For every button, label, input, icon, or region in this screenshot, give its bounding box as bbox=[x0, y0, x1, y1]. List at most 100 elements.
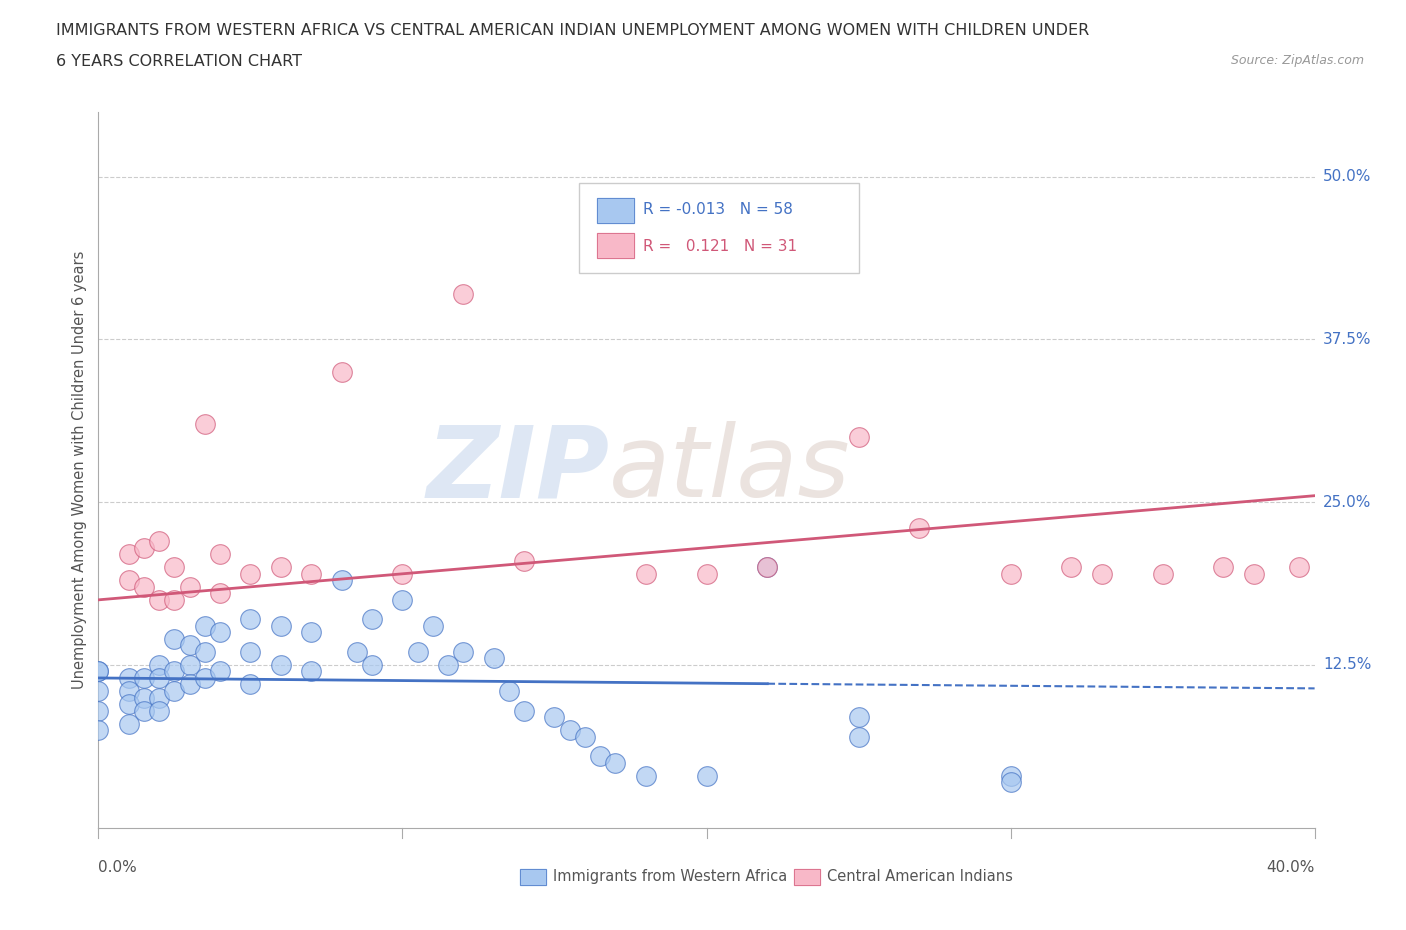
Text: 50.0%: 50.0% bbox=[1323, 169, 1371, 184]
Point bbox=[1288, 560, 1310, 575]
Point bbox=[391, 566, 413, 581]
Text: R =   0.121   N = 31: R = 0.121 N = 31 bbox=[644, 239, 797, 254]
Point bbox=[194, 618, 217, 633]
Point bbox=[406, 644, 429, 659]
Point bbox=[756, 560, 779, 575]
FancyBboxPatch shape bbox=[579, 183, 859, 272]
Point bbox=[270, 658, 292, 672]
Bar bbox=[598, 233, 634, 259]
Point bbox=[543, 710, 565, 724]
Point bbox=[87, 723, 110, 737]
Point bbox=[696, 768, 718, 783]
Point bbox=[634, 566, 657, 581]
Point bbox=[132, 540, 155, 555]
Point bbox=[163, 664, 186, 679]
Point bbox=[422, 618, 444, 633]
Point bbox=[209, 586, 232, 601]
Point bbox=[605, 755, 627, 770]
Point bbox=[194, 417, 217, 432]
Text: 12.5%: 12.5% bbox=[1323, 658, 1371, 672]
Point bbox=[453, 286, 475, 301]
Point bbox=[179, 579, 201, 594]
Point bbox=[558, 723, 581, 737]
Point bbox=[148, 592, 170, 607]
Point bbox=[1152, 566, 1174, 581]
Point bbox=[148, 534, 170, 549]
Point bbox=[163, 631, 186, 646]
Point bbox=[87, 664, 110, 679]
Point bbox=[163, 560, 186, 575]
Point bbox=[239, 566, 262, 581]
Point bbox=[361, 658, 384, 672]
Text: Source: ZipAtlas.com: Source: ZipAtlas.com bbox=[1230, 54, 1364, 67]
Point bbox=[1000, 566, 1022, 581]
Text: atlas: atlas bbox=[609, 421, 851, 518]
Point bbox=[148, 703, 170, 718]
Point bbox=[239, 644, 262, 659]
Point bbox=[179, 658, 201, 672]
Text: IMMIGRANTS FROM WESTERN AFRICA VS CENTRAL AMERICAN INDIAN UNEMPLOYMENT AMONG WOM: IMMIGRANTS FROM WESTERN AFRICA VS CENTRA… bbox=[56, 23, 1090, 38]
Text: 37.5%: 37.5% bbox=[1323, 332, 1371, 347]
Point bbox=[132, 579, 155, 594]
Point bbox=[132, 703, 155, 718]
Point bbox=[346, 644, 368, 659]
Y-axis label: Unemployment Among Women with Children Under 6 years: Unemployment Among Women with Children U… bbox=[72, 250, 87, 689]
Point bbox=[299, 664, 322, 679]
Point bbox=[118, 684, 141, 698]
Point bbox=[391, 592, 413, 607]
Point bbox=[132, 671, 155, 685]
Point bbox=[194, 671, 217, 685]
Text: ZIP: ZIP bbox=[426, 421, 609, 518]
Text: R = -0.013   N = 58: R = -0.013 N = 58 bbox=[644, 202, 793, 218]
Point bbox=[239, 677, 262, 692]
Text: Immigrants from Western Africa: Immigrants from Western Africa bbox=[553, 870, 787, 884]
Point bbox=[453, 644, 475, 659]
Point bbox=[848, 430, 870, 445]
Point bbox=[179, 677, 201, 692]
Point bbox=[209, 625, 232, 640]
Point bbox=[1243, 566, 1265, 581]
Point bbox=[589, 749, 612, 764]
Point bbox=[239, 612, 262, 627]
Point bbox=[330, 365, 353, 379]
Point bbox=[148, 658, 170, 672]
Point bbox=[437, 658, 460, 672]
Text: 6 YEARS CORRELATION CHART: 6 YEARS CORRELATION CHART bbox=[56, 54, 302, 69]
Point bbox=[482, 651, 505, 666]
Point bbox=[848, 729, 870, 744]
Point bbox=[848, 710, 870, 724]
Point bbox=[270, 618, 292, 633]
Point bbox=[118, 697, 141, 711]
Point bbox=[148, 690, 170, 705]
Point bbox=[209, 547, 232, 562]
Point bbox=[513, 703, 536, 718]
Point bbox=[634, 768, 657, 783]
Point bbox=[756, 560, 779, 575]
Text: Central American Indians: Central American Indians bbox=[827, 870, 1012, 884]
Point bbox=[299, 625, 322, 640]
Point bbox=[1091, 566, 1114, 581]
Point bbox=[194, 644, 217, 659]
Point bbox=[87, 664, 110, 679]
Point bbox=[696, 566, 718, 581]
Point bbox=[118, 547, 141, 562]
Point bbox=[87, 703, 110, 718]
Point bbox=[1000, 775, 1022, 790]
Point bbox=[361, 612, 384, 627]
Point bbox=[1060, 560, 1083, 575]
Point bbox=[330, 573, 353, 588]
Point bbox=[132, 690, 155, 705]
Point bbox=[498, 684, 520, 698]
Point bbox=[163, 684, 186, 698]
Text: 40.0%: 40.0% bbox=[1267, 860, 1315, 875]
Point bbox=[1000, 768, 1022, 783]
Point bbox=[270, 560, 292, 575]
Point bbox=[1212, 560, 1234, 575]
Point bbox=[118, 573, 141, 588]
Point bbox=[209, 664, 232, 679]
Point bbox=[513, 553, 536, 568]
Point bbox=[574, 729, 596, 744]
Point bbox=[179, 638, 201, 653]
Bar bbox=[598, 197, 634, 222]
Point bbox=[118, 671, 141, 685]
